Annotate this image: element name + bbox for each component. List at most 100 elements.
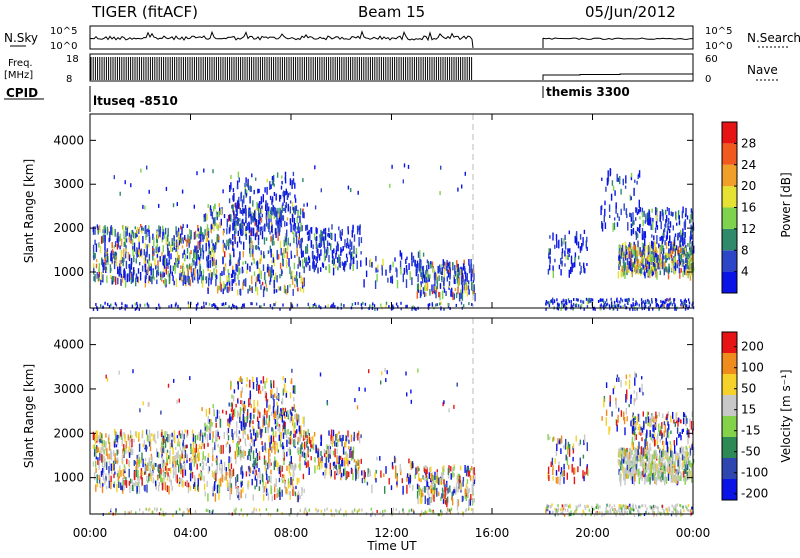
velocity-cell (247, 455, 248, 460)
power-cell (645, 258, 646, 267)
velocity-cell (345, 441, 346, 448)
power-cell (298, 223, 299, 228)
power-cell (643, 211, 644, 217)
power-cell (606, 299, 607, 302)
velocity-cell (609, 504, 610, 507)
power-cell (641, 298, 642, 301)
velocity-cell (339, 435, 340, 441)
velocity-cell (209, 422, 210, 429)
power-cell (259, 280, 260, 284)
power-cell (401, 253, 402, 260)
velocity-cell (104, 478, 105, 484)
power-cell (433, 268, 434, 273)
velocity-cell (298, 447, 299, 450)
power-cell (133, 267, 134, 275)
power-cell (261, 271, 262, 280)
velocity-cell (314, 432, 315, 437)
power-cell (303, 204, 304, 207)
velocity-cell (585, 507, 586, 510)
power-cell (625, 299, 626, 302)
velocity-cell (230, 417, 231, 422)
velocity-cell (294, 422, 295, 428)
velocity-cell (217, 485, 218, 493)
power-cell (620, 298, 621, 301)
velocity-plot-area (90, 318, 693, 514)
velocity-cell (282, 466, 283, 472)
velocity-cell (349, 449, 350, 458)
power-cell (661, 221, 662, 229)
power-cell (665, 210, 666, 215)
velocity-cell (262, 386, 263, 391)
power-cell (211, 230, 212, 234)
power-cell (669, 302, 670, 305)
power-cell (452, 293, 453, 297)
power-cell (632, 212, 633, 221)
power-cell (673, 262, 674, 265)
velocity-cell (242, 379, 243, 383)
power-cell (389, 265, 390, 271)
power-cell (146, 166, 147, 170)
velocity-cell (202, 466, 203, 471)
velocity-cell (299, 462, 300, 470)
velocity-cell (290, 432, 291, 436)
power-cell (182, 263, 183, 266)
velocity-cell (655, 505, 656, 508)
power-cell (270, 214, 271, 219)
power-cell (286, 222, 287, 226)
power-cell (682, 211, 683, 219)
power-cell (242, 219, 243, 224)
power-cell (249, 210, 250, 214)
power-cell (158, 272, 159, 276)
power-cell (203, 269, 204, 273)
velocity-cell (314, 466, 315, 474)
power-cell (281, 210, 282, 218)
nsearch-tick-top: 10^5 (705, 26, 732, 37)
velocity-cell (320, 457, 321, 463)
velocity-cell (237, 474, 238, 482)
velocity-cell (247, 416, 248, 423)
velocity-cell (138, 454, 139, 460)
power-cell (147, 259, 148, 263)
power-cell (315, 305, 316, 308)
power-cell (660, 237, 661, 241)
power-cell (133, 275, 134, 282)
velocity-cell (123, 470, 124, 477)
velocity-cell (633, 506, 634, 509)
power-cell (120, 234, 121, 242)
velocity-cell (201, 472, 202, 480)
power-cell (304, 266, 305, 273)
power-cell (411, 277, 412, 285)
power-cell (449, 273, 450, 280)
velocity-cell (328, 430, 329, 435)
velocity-cell (144, 485, 145, 492)
velocity-cell (346, 451, 347, 458)
power-cell (197, 241, 198, 249)
velocity-cell (313, 443, 314, 450)
velocity-cell (411, 509, 412, 512)
power-cell (370, 259, 371, 267)
power-cell (625, 186, 626, 189)
velocity-cell (549, 511, 550, 514)
power-cell (662, 236, 663, 244)
power-cell (153, 237, 154, 246)
power-cell (569, 270, 570, 278)
velocity-cell (294, 385, 295, 394)
power-cell (292, 277, 293, 286)
velocity-cell (286, 440, 287, 447)
power-cell (251, 241, 252, 249)
power-cell (631, 272, 632, 277)
power-cell (319, 243, 320, 246)
velocity-cell (267, 423, 268, 429)
power-cell (350, 188, 351, 192)
velocity-cell (606, 507, 607, 510)
velocity-cell (119, 436, 120, 439)
velocity-cell (646, 507, 647, 510)
velocity-cell (256, 384, 257, 391)
power-cell (677, 233, 678, 240)
velocity-cell (245, 431, 246, 435)
velocity-cell (180, 447, 181, 450)
velocity-cell (242, 387, 243, 393)
power-cell (216, 260, 217, 265)
velocity-cell (290, 492, 291, 497)
velocity-cell (289, 491, 290, 495)
